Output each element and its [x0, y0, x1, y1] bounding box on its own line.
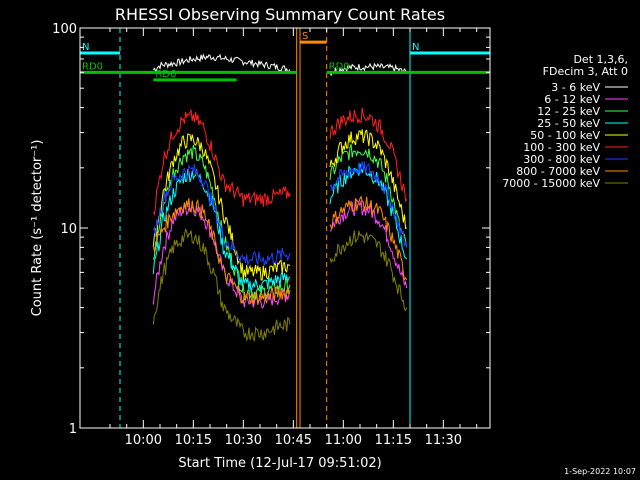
y-axis-label: Count Rate (s⁻¹ detector⁻¹): [30, 140, 45, 317]
timestamp: 1-Sep-2022 10:07: [564, 467, 636, 476]
series-line-8-segment-2: [329, 195, 408, 281]
chart-title: RHESSI Observing Summary Count Rates: [115, 5, 445, 24]
series-line-5-segment-2: [329, 129, 407, 230]
legend-entry-label-8: 800 - 7000 keV: [516, 165, 600, 178]
x-tick-label-3: 10:30: [225, 433, 262, 448]
series-line-3-segment-2: [329, 144, 408, 248]
plot-area: N N S RD0 RD0 RD6 10:00 10:15 10:30 10:45 11:00 11:…: [52, 22, 491, 448]
legend-header-2: FDecim 3, Att 0: [543, 65, 628, 78]
y-tick-label-3: 100: [52, 22, 77, 37]
x-tick-label-6: 11:15: [375, 433, 412, 448]
annotation-label-4: RD0: [82, 61, 103, 72]
legend-entry-label-4: 25 - 50 keV: [537, 117, 600, 130]
annotation-label-1: N: [82, 42, 89, 53]
series-line-7-segment-1: [152, 164, 291, 266]
series-line-5-segment-1: [152, 133, 291, 281]
legend-entry-label-7: 300 - 800 keV: [523, 153, 600, 166]
annotation-label-5: RD0: [329, 61, 350, 72]
series-line-7-segment-2: [329, 161, 408, 248]
annotation-label-3: S: [302, 31, 308, 42]
series-line-4-segment-1: [152, 168, 291, 293]
legend-entry-label-5: 50 - 100 keV: [530, 129, 600, 142]
legend-header-1: Det 1,3,6,: [573, 53, 628, 66]
series-line-1-segment-1: [152, 53, 291, 74]
series-line-9-segment-2: [329, 230, 408, 312]
series-line-9-segment-1: [152, 227, 291, 343]
series-line-2-segment-2: [329, 198, 408, 289]
series-line-6-segment-1: [152, 108, 291, 216]
legend-entry-label-3: 12 - 25 keV: [537, 105, 600, 118]
x-tick-label-4: 10:45: [275, 433, 312, 448]
series-line-8-segment-1: [152, 197, 291, 305]
annotation-label-2: N: [412, 42, 419, 53]
x-tick-label-1: 10:00: [125, 433, 162, 448]
legend-entry-label-6: 100 - 300 keV: [523, 141, 600, 154]
series-line-1-segment-2: [329, 62, 408, 77]
y-tick-label-1: 1: [69, 422, 77, 437]
legend-entry-label-1: 3 - 6 keV: [551, 81, 600, 94]
x-axis-label: Start Time (12-Jul-17 09:51:02): [178, 456, 381, 471]
x-tick-label-2: 10:15: [175, 433, 212, 448]
x-tick-label-7: 11:30: [425, 433, 462, 448]
y-tick-label-2: 10: [60, 222, 77, 237]
x-tick-label-5: 11:00: [325, 433, 362, 448]
legend-entry-label-9: 7000 - 15000 keV: [502, 177, 600, 190]
series-line-6-segment-2: [329, 107, 408, 202]
annotation-label-6: RD6: [155, 69, 176, 80]
legend-entry-label-2: 6 - 12 keV: [544, 93, 600, 106]
